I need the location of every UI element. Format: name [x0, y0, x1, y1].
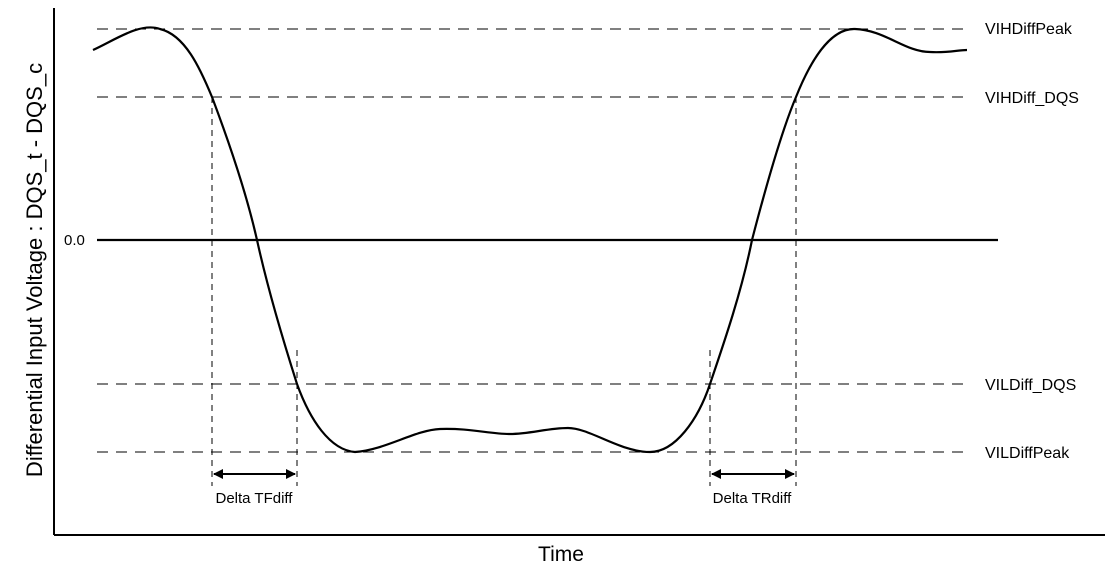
- vil-dqs-label: VILDiff_DQS: [985, 377, 1076, 394]
- delta-tfdiff-label: Delta TFdiff: [216, 490, 294, 507]
- vih-peak-label: VIHDiffPeak: [985, 21, 1073, 38]
- y-axis-label: Differential Input Voltage : DQS_t - DQS…: [22, 63, 47, 477]
- x-axis-label: Time: [538, 543, 584, 566]
- vil-peak-label: VILDiffPeak: [985, 445, 1070, 462]
- delta-trdiff-label: Delta TRdiff: [713, 490, 792, 507]
- zero-label: 0.0: [64, 232, 85, 249]
- vih-dqs-label: VIHDiff_DQS: [985, 90, 1079, 107]
- differential-waveform: [92, 26, 968, 454]
